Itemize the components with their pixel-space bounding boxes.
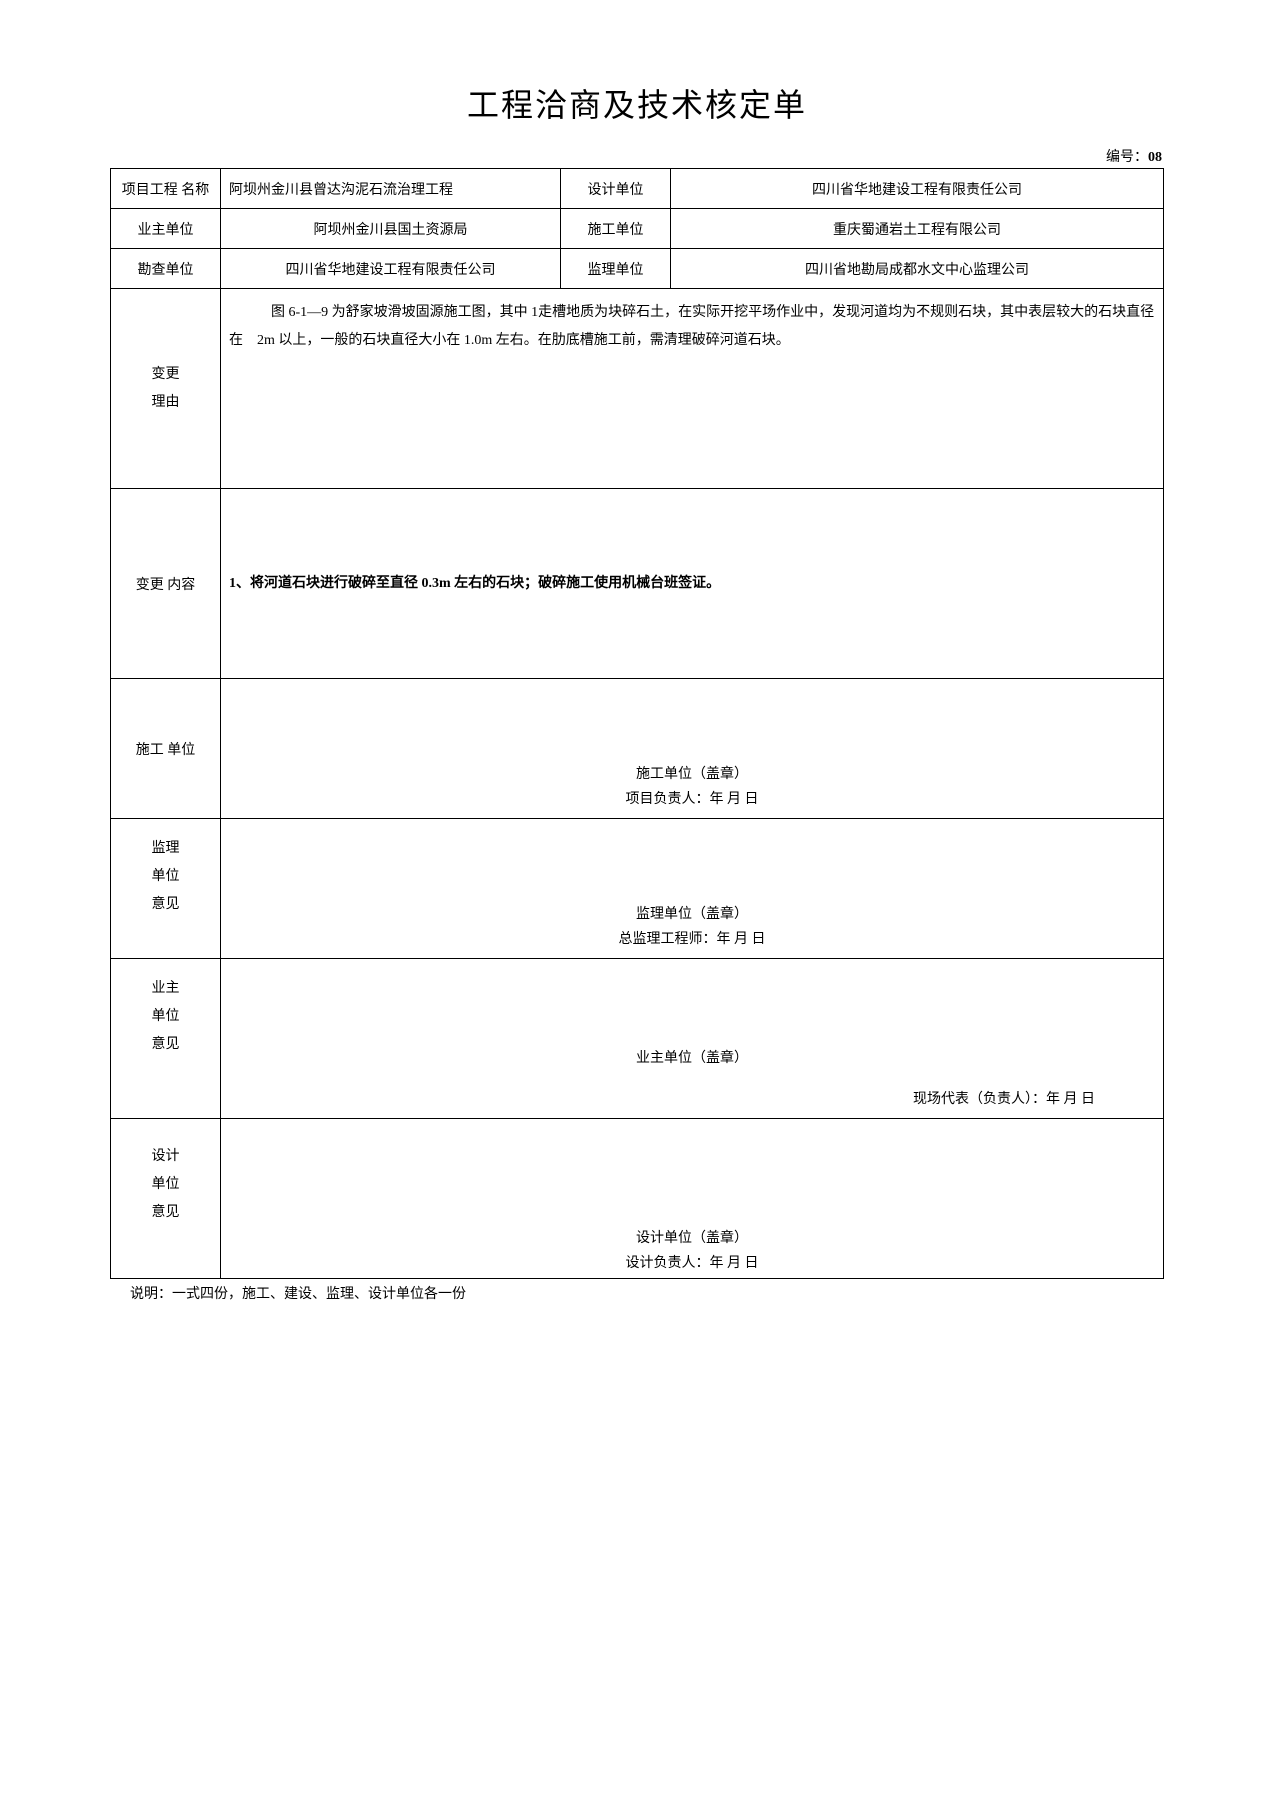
project-name-value: 阿坝州金川县曾达沟泥石流治理工程 (221, 169, 561, 209)
owner-sig-1: 业主单位（盖章） (229, 1046, 1155, 1071)
change-reason-label: 变更 理由 (111, 289, 221, 489)
design-sig-2: 设计负责人：年 月 日 (229, 1251, 1155, 1276)
construction-sig-2: 项目负责人：年 月 日 (229, 787, 1155, 812)
supervision-label: 监理 单位 意见 (111, 819, 221, 959)
construction-unit-value: 重庆蜀通岩土工程有限公司 (671, 209, 1164, 249)
survey-unit-label: 勘查单位 (111, 249, 221, 289)
design-unit-value: 四川省华地建设工程有限责任公司 (671, 169, 1164, 209)
doc-number-value: 08 (1148, 150, 1162, 165)
table-row: 变更 内容 1、将河道石块进行破碎至直径 0.3m 左右的石块；破碎施工使用机械… (111, 489, 1164, 679)
construction-unit-label: 施工单位 (561, 209, 671, 249)
change-content-text: 1、将河道石块进行破碎至直径 0.3m 左右的石块；破碎施工使用机械台班签证。 (221, 489, 1164, 679)
owner-unit-value: 阿坝州金川县国土资源局 (221, 209, 561, 249)
supervision-unit-label: 监理单位 (561, 249, 671, 289)
construction-sig-1: 施工单位（盖章） (229, 762, 1155, 787)
table-row: 项目工程 名称 阿坝州金川县曾达沟泥石流治理工程 设计单位 四川省华地建设工程有… (111, 169, 1164, 209)
supervision-label-2: 单位 (117, 863, 214, 891)
supervision-sig-1: 监理单位（盖章） (229, 902, 1155, 927)
document-title: 工程洽商及技术核定单 (110, 80, 1164, 126)
owner-label-1: 业主 (117, 975, 214, 1003)
owner-sig-2: 现场代表（负责人）：年 月 日 (229, 1087, 1155, 1112)
doc-number-label: 编号： (1106, 150, 1148, 165)
supervision-signature: 监理单位（盖章） 总监理工程师：年 月 日 (221, 819, 1164, 959)
change-content-text-inner: 1、将河道石块进行破碎至直径 0.3m 左右的石块；破碎施工使用机械台班签证。 (229, 576, 720, 591)
design-label-2: 单位 (117, 1171, 214, 1199)
supervision-label-3: 意见 (117, 891, 214, 919)
change-reason-text: 图 6-1—9 为舒家坡滑坡固源施工图，其中 1走槽地质为块碎石土，在实际开挖平… (221, 289, 1164, 489)
table-row: 业主 单位 意见 业主单位（盖章） 现场代表（负责人）：年 月 日 (111, 959, 1164, 1119)
main-table: 项目工程 名称 阿坝州金川县曾达沟泥石流治理工程 设计单位 四川省华地建设工程有… (110, 168, 1164, 1279)
table-row: 变更 理由 图 6-1—9 为舒家坡滑坡固源施工图，其中 1走槽地质为块碎石土，… (111, 289, 1164, 489)
construction-signature: 施工单位（盖章） 项目负责人：年 月 日 (221, 679, 1164, 819)
owner-label: 业主 单位 意见 (111, 959, 221, 1119)
table-row: 勘查单位 四川省华地建设工程有限责任公司 监理单位 四川省地勘局成都水文中心监理… (111, 249, 1164, 289)
construction-label: 施工 单位 (111, 679, 221, 819)
change-reason-label-2: 理由 (117, 389, 214, 417)
owner-label-2: 单位 (117, 1003, 214, 1031)
supervision-label-1: 监理 (117, 835, 214, 863)
owner-unit-label: 业主单位 (111, 209, 221, 249)
design-sig-1: 设计单位（盖章） (229, 1226, 1155, 1251)
table-row: 施工 单位 施工单位（盖章） 项目负责人：年 月 日 (111, 679, 1164, 819)
design-signature: 设计单位（盖章） 设计负责人：年 月 日 (221, 1119, 1164, 1279)
table-row: 监理 单位 意见 监理单位（盖章） 总监理工程师：年 月 日 (111, 819, 1164, 959)
design-label-1: 设计 (117, 1143, 214, 1171)
footer-note: 说明：一式四份，施工、建设、监理、设计单位各一份 (110, 1283, 1164, 1303)
owner-signature: 业主单位（盖章） 现场代表（负责人）：年 月 日 (221, 959, 1164, 1119)
table-row: 业主单位 阿坝州金川县国土资源局 施工单位 重庆蜀通岩土工程有限公司 (111, 209, 1164, 249)
change-content-label: 变更 内容 (111, 489, 221, 679)
document-number: 编号：08 (110, 146, 1164, 166)
supervision-sig-2: 总监理工程师：年 月 日 (229, 927, 1155, 952)
survey-unit-value: 四川省华地建设工程有限责任公司 (221, 249, 561, 289)
design-unit-label: 设计单位 (561, 169, 671, 209)
design-label-3: 意见 (117, 1199, 214, 1227)
project-name-label: 项目工程 名称 (111, 169, 221, 209)
design-label: 设计 单位 意见 (111, 1119, 221, 1279)
supervision-unit-value: 四川省地勘局成都水文中心监理公司 (671, 249, 1164, 289)
owner-label-3: 意见 (117, 1031, 214, 1059)
change-reason-label-1: 变更 (117, 361, 214, 389)
table-row: 设计 单位 意见 设计单位（盖章） 设计负责人：年 月 日 (111, 1119, 1164, 1279)
